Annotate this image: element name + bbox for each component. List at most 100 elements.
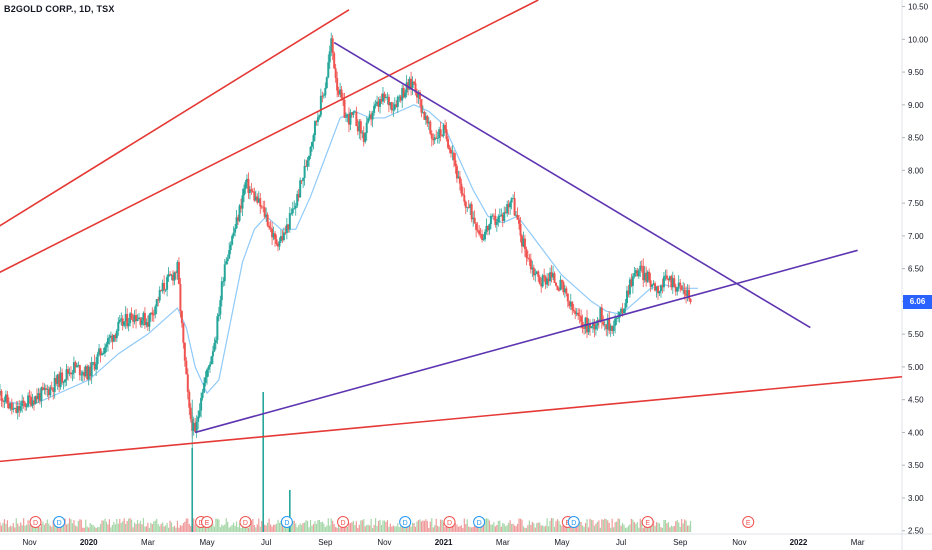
candle-body <box>143 312 146 326</box>
candle-body <box>526 257 529 259</box>
candle-body <box>572 309 575 312</box>
volume-bar <box>105 521 108 532</box>
candle-body <box>111 335 114 342</box>
candle-body <box>454 160 457 167</box>
volume-bar <box>534 527 536 532</box>
volume-bar <box>416 521 418 532</box>
volume-bar <box>587 527 590 532</box>
candle-body <box>33 400 36 404</box>
volume-bar <box>170 522 173 532</box>
volume-bar <box>243 524 245 532</box>
volume-bar <box>162 522 164 532</box>
candle-body <box>620 308 623 312</box>
volume-bar <box>145 526 147 532</box>
volume-bar <box>169 520 171 532</box>
candle-body <box>105 344 108 348</box>
volume-bar <box>367 524 369 532</box>
candle-body <box>404 92 407 98</box>
volume-bar <box>131 519 133 532</box>
volume-bar <box>311 525 313 532</box>
candle-body <box>163 282 166 290</box>
candle-body <box>232 232 235 236</box>
volume-bar <box>321 521 323 532</box>
volume-bar <box>231 524 233 532</box>
candle-body <box>630 279 633 287</box>
candle-body <box>463 194 466 202</box>
volume-bar <box>343 527 346 532</box>
volume-bar <box>320 522 322 532</box>
volume-bar <box>465 523 467 532</box>
candle-body <box>464 201 467 208</box>
volume-bar <box>216 518 218 532</box>
volume-bar <box>466 519 468 532</box>
volume-bar <box>126 520 128 532</box>
candle-body <box>654 283 657 291</box>
volume-bar <box>451 524 454 532</box>
candle-body <box>673 278 676 287</box>
candle-body <box>415 92 418 98</box>
volume-bar <box>457 526 459 532</box>
candle-body <box>614 318 617 326</box>
candle-body <box>362 132 365 142</box>
volume-bar <box>172 526 174 532</box>
candle-body <box>451 152 454 154</box>
volume-bar <box>91 524 93 532</box>
candle-body <box>272 233 275 238</box>
candle-body <box>265 214 268 217</box>
volume-spike <box>191 448 194 532</box>
volume-bar <box>147 522 149 532</box>
candle-body <box>544 276 547 285</box>
candle-body <box>296 194 299 206</box>
volume-bar <box>639 518 641 532</box>
volume-bar <box>148 527 150 532</box>
volume-bar <box>626 527 628 532</box>
volume-bar <box>278 522 281 532</box>
candle-body <box>460 183 463 194</box>
volume-bar <box>509 520 511 532</box>
candle-body <box>204 377 207 383</box>
volume-bar <box>222 525 224 532</box>
volume-bar <box>676 519 678 532</box>
volume-bar <box>515 526 517 532</box>
volume-bar <box>550 518 553 532</box>
candle-body <box>235 217 238 229</box>
volume-bar <box>658 523 661 532</box>
volume-bar <box>599 527 601 532</box>
candle-body <box>328 51 331 63</box>
candle-body <box>390 102 393 111</box>
candle-body <box>574 311 577 315</box>
candle-body <box>203 382 206 393</box>
event-marker-label: E <box>205 520 210 527</box>
volume-bar <box>42 521 44 532</box>
candle-body <box>522 238 525 247</box>
candle-body <box>186 374 189 392</box>
candle-body <box>137 317 140 320</box>
event-marker-label: E <box>645 520 650 527</box>
candle-body <box>495 222 498 225</box>
event-marker <box>443 516 456 528</box>
volume-bar <box>27 520 29 532</box>
volume-bar <box>92 525 94 532</box>
volume-bar <box>561 525 563 532</box>
candle-body <box>55 378 58 384</box>
y-tick-label: 9.00 <box>908 101 924 110</box>
volume-bar <box>688 525 690 532</box>
volume-bar <box>43 524 45 532</box>
volume-bar <box>392 525 394 532</box>
volume-bar <box>357 527 359 532</box>
candle-body <box>361 132 364 134</box>
candle-body <box>447 138 450 148</box>
volume-bar <box>351 522 353 532</box>
candle-body <box>373 105 376 113</box>
event-marker <box>473 516 486 528</box>
volume-bar <box>98 526 100 532</box>
volume-bar <box>125 523 127 532</box>
candle-body <box>486 225 489 231</box>
volume-bar <box>61 524 63 532</box>
volume-bar <box>258 518 260 532</box>
volume-bar <box>477 526 479 532</box>
volume-bar <box>290 525 292 532</box>
candle-body <box>300 180 303 182</box>
